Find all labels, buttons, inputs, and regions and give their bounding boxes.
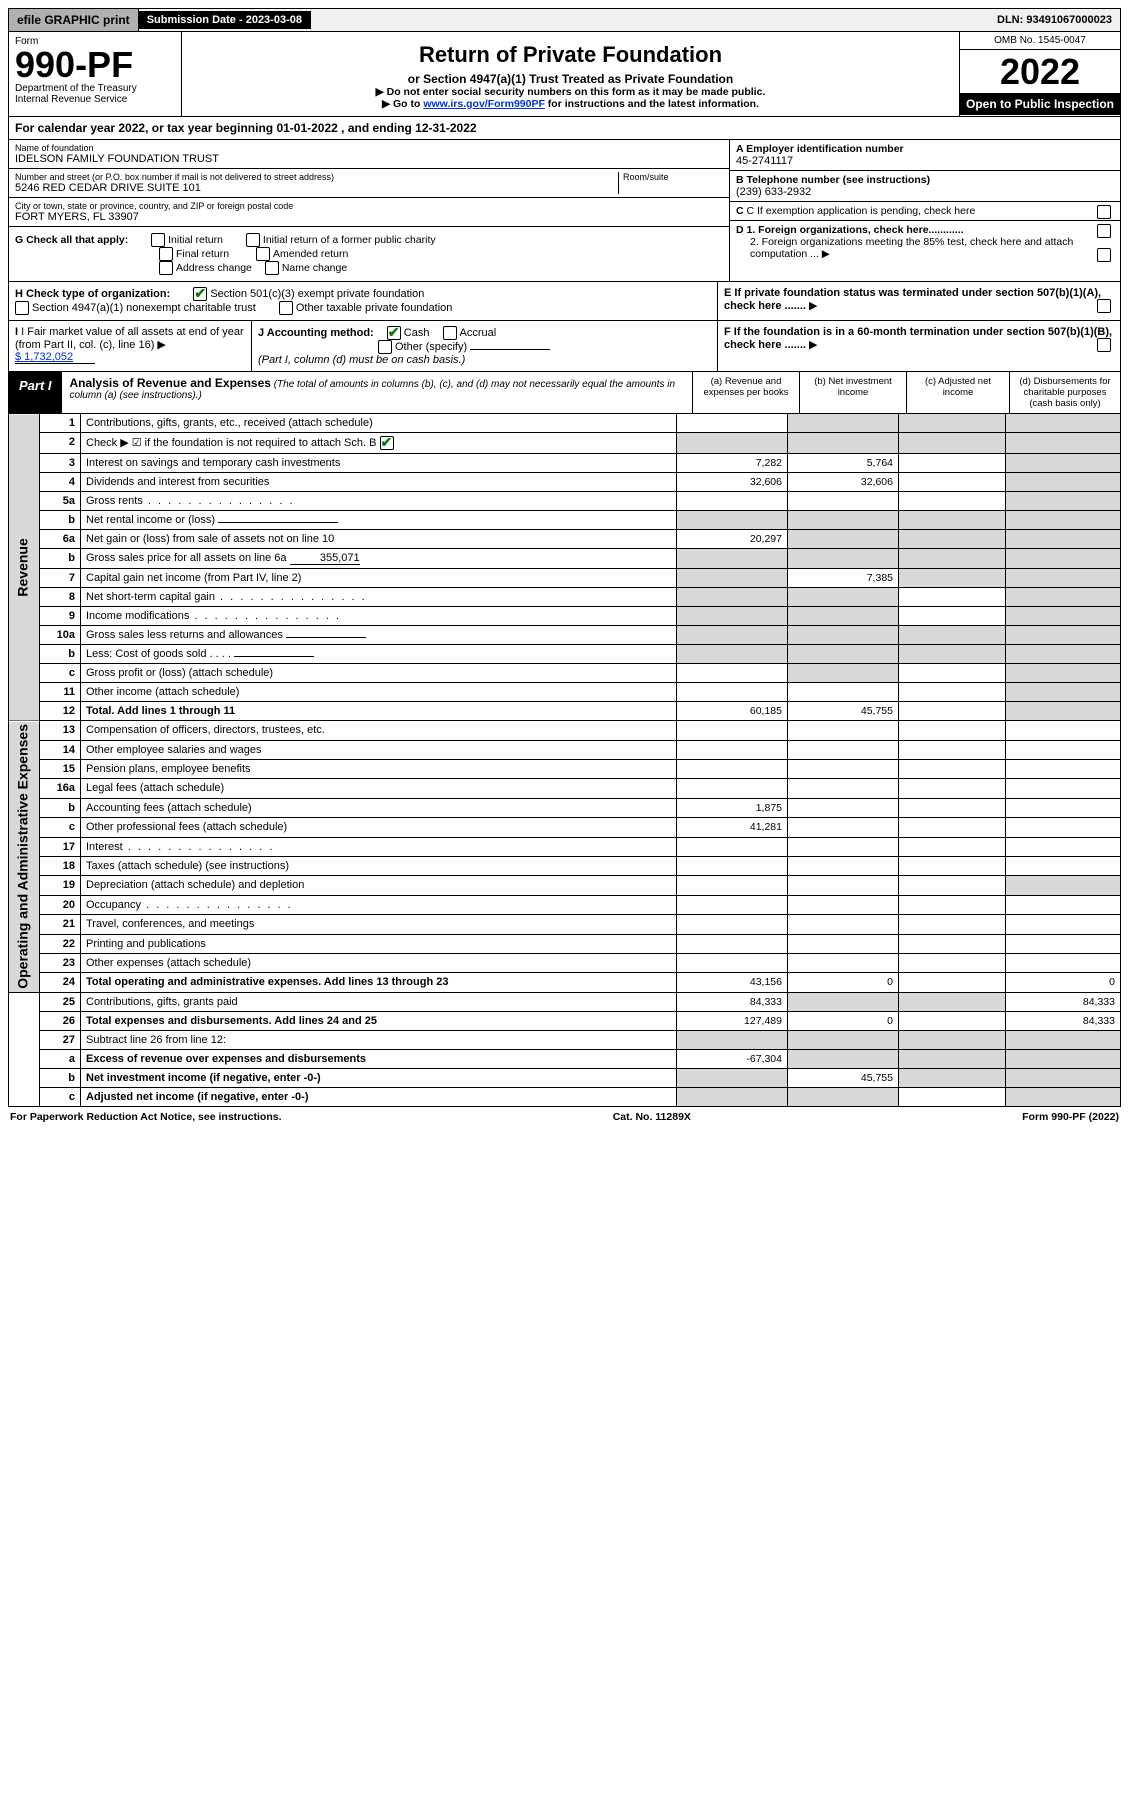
ij-row: I I Fair market value of all assets at e… [8, 321, 1121, 372]
chk-60month[interactable] [1097, 338, 1111, 352]
submission-date: Submission Date - 2023-03-08 [139, 11, 311, 29]
d2-label: 2. Foreign organizations meeting the 85%… [750, 236, 1073, 260]
e-label: E If private foundation status was termi… [724, 287, 1101, 312]
chk-foreign-org[interactable] [1097, 224, 1111, 238]
open-inspection: Open to Public Inspection [960, 93, 1120, 115]
part1-title: Analysis of Revenue and Expenses [70, 376, 271, 390]
chk-4947[interactable] [15, 301, 29, 315]
entity-info: Name of foundation IDELSON FAMILY FOUNDA… [8, 140, 1121, 282]
note-ssn: ▶ Do not enter social security numbers o… [188, 86, 953, 98]
chk-cash[interactable] [387, 326, 401, 340]
addr-label: Number and street (or P.O. box number if… [15, 172, 618, 182]
efile-print-button[interactable]: efile GRAPHIC print [9, 9, 139, 31]
c-label: C C If exemption application is pending,… [736, 205, 975, 217]
col-d-header: (d) Disbursements for charitable purpose… [1009, 372, 1120, 413]
chk-exemption-pending[interactable] [1097, 205, 1111, 219]
chk-other-taxable[interactable] [279, 301, 293, 315]
h-label: H Check type of organization: [15, 288, 170, 300]
note-goto: ▶ Go to www.irs.gov/Form990PF for instru… [188, 98, 953, 110]
tax-year: 2022 [960, 50, 1120, 93]
city-label: City or town, state or province, country… [15, 201, 723, 211]
j-label: J Accounting method: [258, 327, 374, 339]
form-subtitle: or Section 4947(a)(1) Trust Treated as P… [188, 72, 953, 86]
chk-final-return[interactable] [159, 247, 173, 261]
chk-initial-return[interactable] [151, 233, 165, 247]
irs-label: Internal Revenue Service [15, 94, 175, 105]
expenses-side-label: Operating and Administrative Expenses [9, 721, 40, 993]
chk-amended[interactable] [256, 247, 270, 261]
chk-name-change[interactable] [265, 261, 279, 275]
name-label: Name of foundation [15, 143, 723, 153]
g-label: G Check all that apply: [15, 234, 128, 246]
h-row: H Check type of organization: Section 50… [8, 282, 1121, 321]
dept-label: Department of the Treasury [15, 83, 175, 94]
ein-value: 45-2741117 [736, 155, 1114, 167]
chk-initial-former[interactable] [246, 233, 260, 247]
part1-header: Part I Analysis of Revenue and Expenses … [8, 372, 1121, 414]
part1-table: Revenue 1Contributions, gifts, grants, e… [8, 414, 1121, 1107]
dln: DLN: 93491067000023 [989, 11, 1120, 29]
calendar-year-line: For calendar year 2022, or tax year begi… [8, 117, 1121, 140]
part1-label: Part I [9, 372, 62, 413]
col-a-header: (a) Revenue and expenses per books [692, 372, 799, 413]
chk-other-method[interactable] [378, 340, 392, 354]
ein-label: A Employer identification number [736, 143, 1114, 155]
irs-link[interactable]: www.irs.gov/Form990PF [423, 98, 545, 110]
room-label: Room/suite [623, 172, 723, 182]
fmv-value[interactable]: $ 1,732,052 [15, 351, 95, 364]
chk-85pct[interactable] [1097, 248, 1111, 262]
city-state-zip: FORT MYERS, FL 33907 [15, 211, 723, 223]
f-label: F If the foundation is in a 60-month ter… [724, 326, 1112, 351]
chk-schb[interactable] [380, 436, 394, 450]
cat-no: Cat. No. 11289X [613, 1111, 691, 1123]
form-header: Form 990-PF Department of the Treasury I… [8, 32, 1121, 117]
form-title: Return of Private Foundation [188, 42, 953, 68]
chk-501c3[interactable] [193, 287, 207, 301]
revenue-side-label: Revenue [9, 414, 40, 721]
chk-accrual[interactable] [443, 326, 457, 340]
top-bar: efile GRAPHIC print Submission Date - 20… [8, 8, 1121, 32]
col-b-header: (b) Net investment income [799, 372, 906, 413]
omb-number: OMB No. 1545-0047 [960, 32, 1120, 50]
chk-terminated[interactable] [1097, 299, 1111, 313]
tel-value: (239) 633-2932 [736, 186, 1114, 198]
d1-label: D 1. Foreign organizations, check here..… [736, 224, 964, 236]
tel-label: B Telephone number (see instructions) [736, 174, 1114, 186]
page-footer: For Paperwork Reduction Act Notice, see … [8, 1107, 1121, 1127]
chk-address-change[interactable] [159, 261, 173, 275]
col-c-header: (c) Adjusted net income [906, 372, 1009, 413]
paperwork-notice: For Paperwork Reduction Act Notice, see … [10, 1111, 282, 1123]
foundation-name: IDELSON FAMILY FOUNDATION TRUST [15, 153, 723, 165]
i-label: I I Fair market value of all assets at e… [15, 326, 244, 351]
form-ref: Form 990-PF (2022) [1022, 1111, 1119, 1123]
street-address: 5246 RED CEDAR DRIVE SUITE 101 [15, 182, 618, 194]
form-number: 990-PF [15, 47, 175, 83]
j-note: (Part I, column (d) must be on cash basi… [258, 354, 465, 366]
